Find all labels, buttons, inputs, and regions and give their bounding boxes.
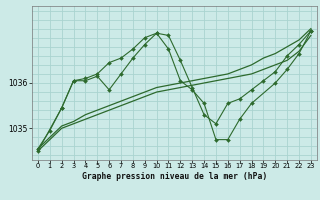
X-axis label: Graphe pression niveau de la mer (hPa): Graphe pression niveau de la mer (hPa) xyxy=(82,172,267,181)
